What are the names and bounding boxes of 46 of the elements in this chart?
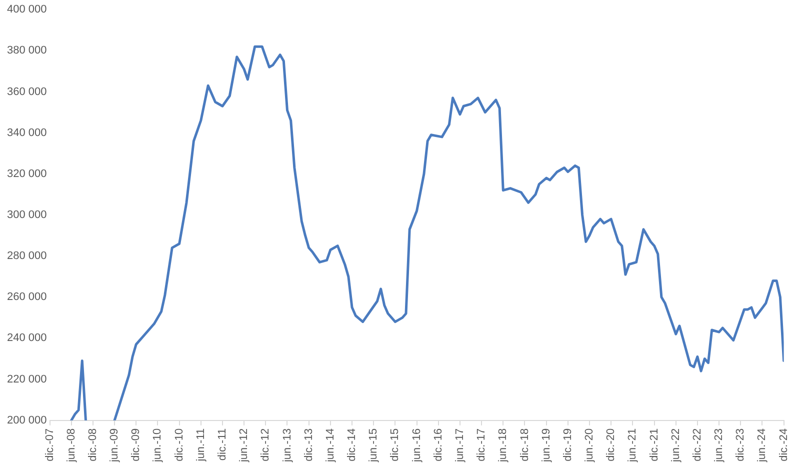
x-tick-label: dic.-07: [44, 428, 56, 462]
y-tick-label: 380 000: [6, 44, 47, 57]
x-tick-label: jun.-19: [540, 428, 552, 464]
y-tick-label: 240 000: [6, 332, 47, 344]
y-tick-label: 300 000: [6, 209, 47, 222]
x-tick-label: dic.-18: [518, 428, 531, 462]
y-tick-label: 400 000: [6, 4, 47, 16]
x-tick-label: jun.-11: [194, 428, 207, 462]
y-tick-label: 280 000: [6, 250, 47, 262]
x-tick-label: jun.-13: [281, 428, 294, 464]
x-tick-label: dic.-09: [130, 428, 142, 462]
x-tick-label: jun.-14: [324, 428, 336, 464]
x-tick-label: dic.-15: [389, 428, 402, 462]
x-tick-label: jun.-20: [584, 428, 596, 464]
x-tick-label: jun.-16: [410, 428, 423, 464]
x-tick-label: dic.-23: [734, 428, 747, 462]
x-tick-label: dic.-19: [562, 428, 574, 462]
y-tick-label: 360 000: [6, 86, 47, 98]
x-tick-label: jun.-22: [670, 428, 682, 464]
y-tick-label: 340 000: [6, 126, 47, 139]
y-tick-label: 260 000: [6, 291, 47, 304]
y-tick-label: 220 000: [6, 373, 47, 386]
x-tick-label: jun.-12: [238, 428, 250, 464]
x-tick-label: jun.-23: [713, 428, 726, 464]
x-tick-label: dic.-11: [216, 428, 229, 461]
x-tick-label: dic.-21: [648, 428, 660, 462]
x-tick-label: dic.-20: [605, 428, 618, 462]
x-tick-label: jun.-24: [756, 428, 768, 464]
x-tick-label: dic.-22: [691, 428, 704, 462]
x-tick-label: dic.-17: [476, 428, 488, 462]
x-tick-label: jun.-09: [108, 428, 121, 464]
x-tick-label: dic.-24: [778, 428, 790, 462]
y-tick-label: 200 000: [6, 414, 47, 426]
x-tick-label: jun.-18: [497, 428, 510, 464]
x-tick-label: jun.-15: [368, 428, 380, 464]
x-tick-label: jun.-08: [65, 428, 78, 464]
x-tick-label: dic.-08: [86, 428, 99, 462]
x-tick-label: dic.-10: [173, 428, 186, 462]
x-tick-label: dic.-14: [346, 428, 358, 462]
x-tick-label: jun.-17: [454, 428, 466, 464]
x-tick-label: jun.-10: [152, 428, 164, 464]
x-tick-label: dic.-13: [302, 428, 315, 462]
y-tick-label: 320 000: [6, 168, 47, 180]
x-tick-label: dic.-12: [260, 428, 272, 462]
x-tick-label: jun.-21: [626, 428, 639, 464]
x-tick-label: dic.-16: [432, 428, 444, 462]
